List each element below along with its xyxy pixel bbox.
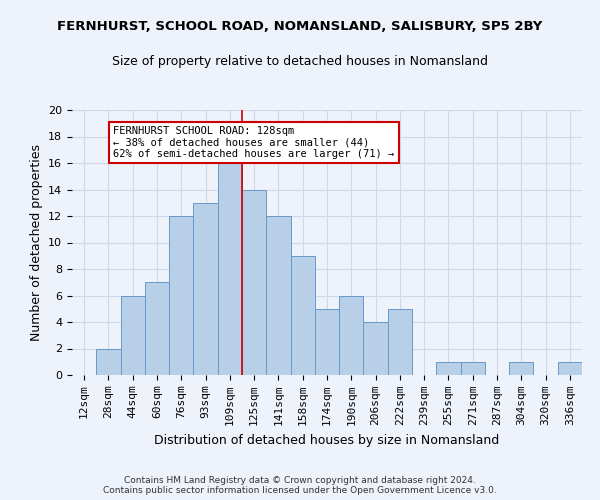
Bar [364,322,388,375]
Bar [315,308,339,375]
Bar [290,256,315,375]
Bar [558,362,582,375]
Bar [388,308,412,375]
Text: FERNHURST SCHOOL ROAD: 128sqm
← 38% of detached houses are smaller (44)
62% of s: FERNHURST SCHOOL ROAD: 128sqm ← 38% of d… [113,126,395,159]
Y-axis label: Number of detached properties: Number of detached properties [29,144,43,341]
Bar [218,150,242,375]
X-axis label: Distribution of detached houses by size in Nomansland: Distribution of detached houses by size … [154,434,500,446]
Bar [266,216,290,375]
Bar [121,296,145,375]
Bar [145,282,169,375]
Text: Size of property relative to detached houses in Nomansland: Size of property relative to detached ho… [112,55,488,68]
Bar [96,348,121,375]
Bar [436,362,461,375]
Bar [242,190,266,375]
Bar [193,203,218,375]
Text: Contains HM Land Registry data © Crown copyright and database right 2024.
Contai: Contains HM Land Registry data © Crown c… [103,476,497,495]
Bar [169,216,193,375]
Bar [509,362,533,375]
Bar [339,296,364,375]
Bar [461,362,485,375]
Text: FERNHURST, SCHOOL ROAD, NOMANSLAND, SALISBURY, SP5 2BY: FERNHURST, SCHOOL ROAD, NOMANSLAND, SALI… [58,20,542,33]
